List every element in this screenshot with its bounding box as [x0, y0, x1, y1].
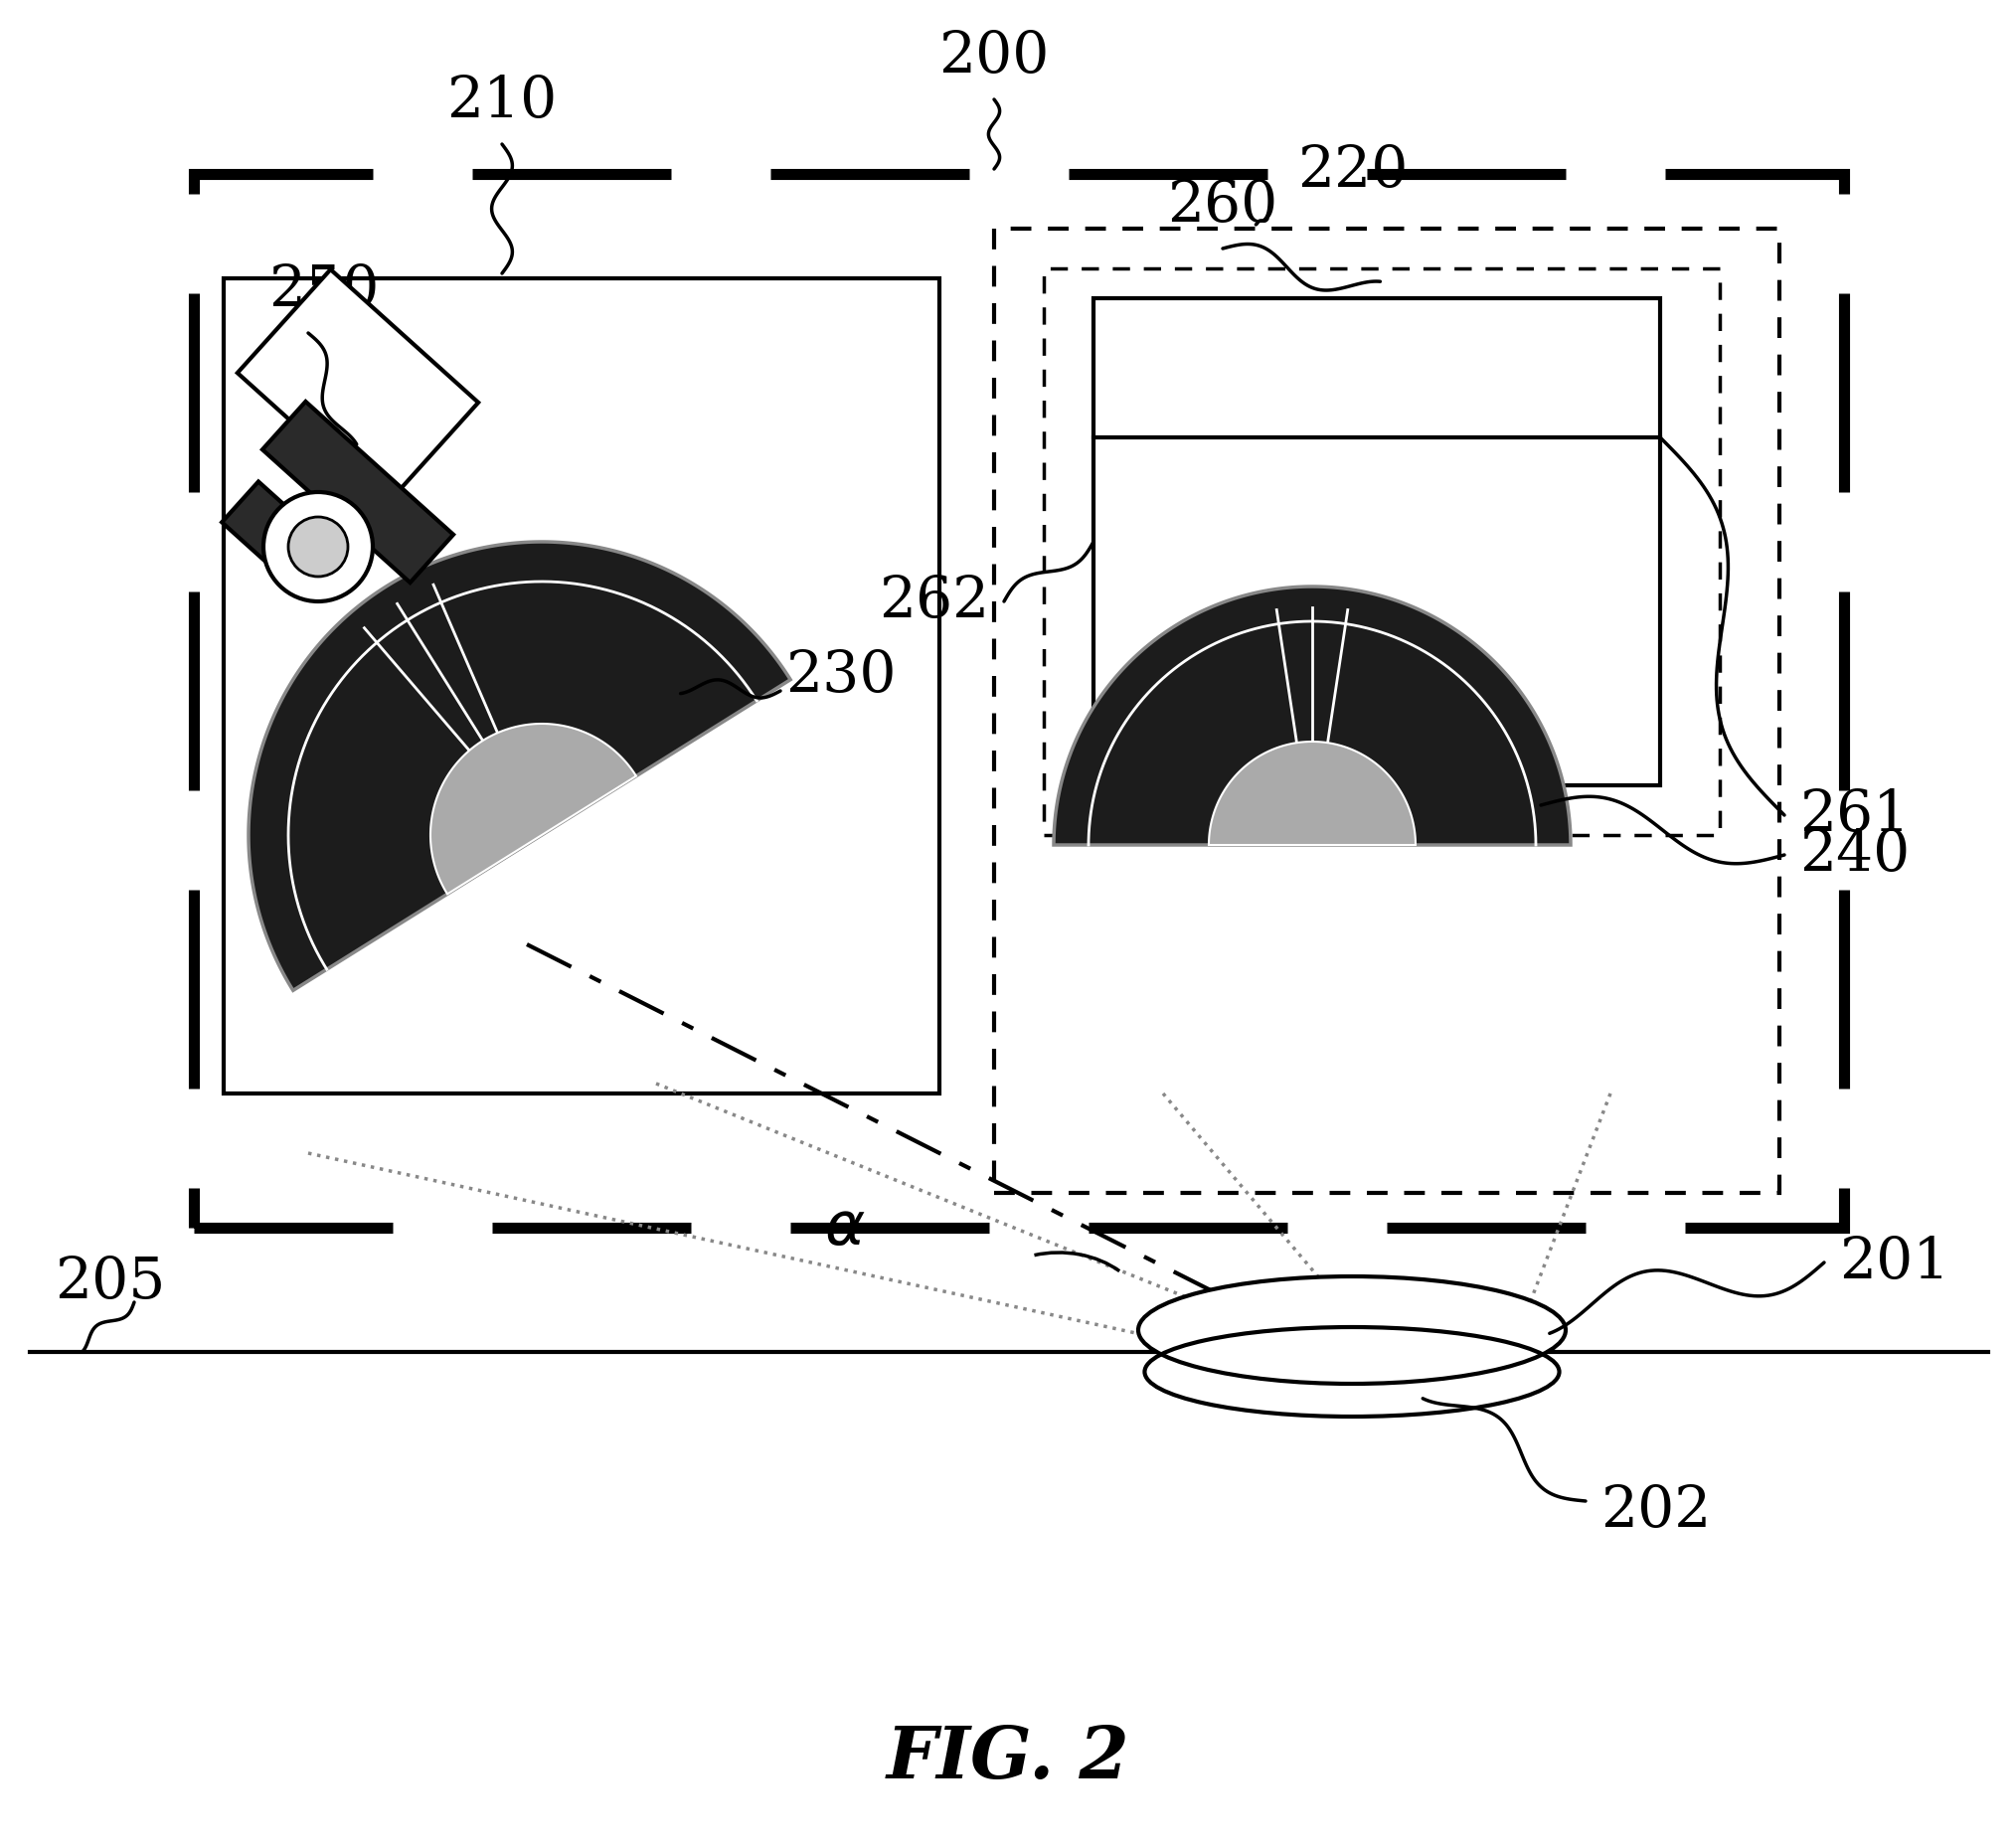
Bar — [1044, 268, 1719, 835]
Polygon shape — [222, 482, 324, 582]
Text: 262: 262 — [879, 573, 989, 630]
Polygon shape — [238, 270, 478, 506]
Bar — [1094, 298, 1660, 785]
Text: 260: 260 — [1167, 177, 1278, 233]
Text: 230: 230 — [786, 649, 897, 704]
Text: 205: 205 — [54, 1255, 165, 1310]
Text: $\alpha$: $\alpha$ — [824, 1198, 864, 1257]
Text: 200: 200 — [939, 30, 1050, 85]
Text: 201: 201 — [1840, 1234, 1951, 1290]
Polygon shape — [1209, 741, 1417, 845]
Text: 220: 220 — [1298, 142, 1408, 200]
Polygon shape — [248, 541, 790, 991]
Polygon shape — [262, 401, 453, 582]
Bar — [993, 229, 1779, 1194]
Bar — [193, 174, 1844, 1227]
Circle shape — [288, 517, 349, 577]
Bar — [224, 279, 939, 1094]
Polygon shape — [1054, 586, 1570, 845]
Text: 210: 210 — [447, 74, 558, 129]
Ellipse shape — [1138, 1277, 1566, 1384]
Circle shape — [264, 492, 373, 601]
Text: FIG. 2: FIG. 2 — [887, 1722, 1128, 1793]
Text: 261: 261 — [1799, 787, 1910, 843]
Text: 202: 202 — [1600, 1484, 1711, 1539]
Text: 250: 250 — [268, 262, 379, 318]
Text: 240: 240 — [1799, 828, 1910, 883]
Polygon shape — [431, 724, 637, 894]
